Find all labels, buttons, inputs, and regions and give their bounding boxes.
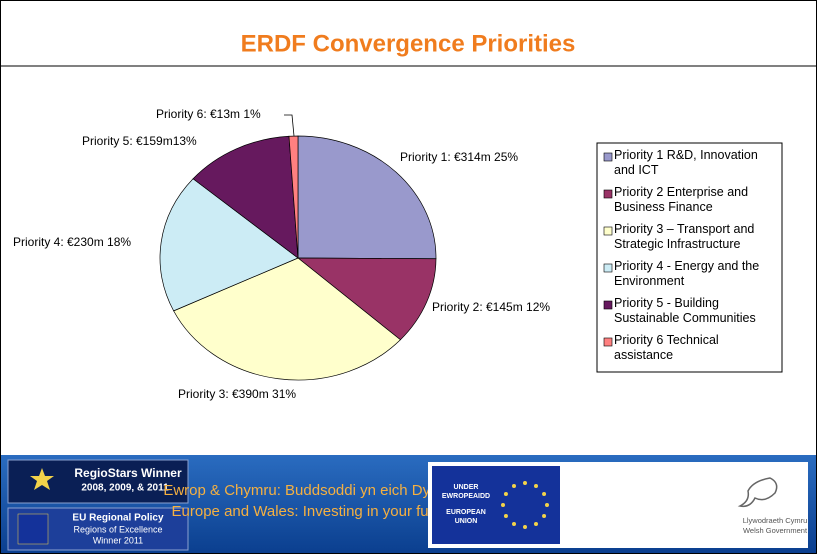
- eu-star: [542, 514, 547, 518]
- slogan-text: Ewrop & Chymru: Buddsoddi yn eich Dyfodo…: [163, 482, 462, 499]
- award1-text: RegioStars Winner: [74, 466, 182, 480]
- legend-swatch: [603, 152, 613, 162]
- slogan-text: Europe and Wales: Investing in your futu…: [172, 503, 455, 520]
- award2-text: Regions of Excellence: [73, 524, 162, 534]
- data-label: Priority 6: €13m 1%: [156, 107, 261, 121]
- award2-text: Winner 2011: [93, 535, 143, 545]
- legend-swatch: [603, 263, 613, 273]
- legend-entry: Priority 1 R&D, Innovation and ICT: [614, 148, 758, 177]
- eu-star: [523, 481, 527, 485]
- pie-slice: [288, 135, 299, 259]
- eu-star: [545, 503, 549, 507]
- legend-swatch: [603, 300, 613, 310]
- chart-title: ERDF Convergence Priorities: [241, 30, 576, 57]
- pie-slice: [297, 135, 437, 260]
- award2-text: EU Regional Policy: [72, 513, 164, 524]
- pie-slice: [192, 135, 299, 259]
- star-icon: [30, 468, 54, 490]
- legend-entry: Priority 6 Technical assistance: [614, 333, 719, 362]
- legend-swatch: [603, 189, 613, 199]
- eu-text: UNION: [455, 518, 478, 525]
- leader-line: [284, 114, 295, 137]
- eu-text: EUROPEAN: [446, 509, 486, 516]
- eu-text: UNDER: [454, 484, 479, 491]
- eu-star: [503, 492, 508, 496]
- eu-star: [501, 503, 505, 507]
- data-label: Priority 4: €230m 18%: [13, 235, 131, 249]
- legend-swatch: [603, 337, 613, 347]
- data-label: Priority 3: €390m 31%: [178, 387, 296, 401]
- legend-label: Priority 3 – Transport and Strategic Inf…: [614, 222, 755, 251]
- dragon-icon: [737, 477, 778, 508]
- pie-slice: [159, 178, 299, 312]
- eu-star: [503, 514, 508, 518]
- eu-star: [512, 483, 516, 488]
- legend-entry: Priority 2 Enterprise and Business Finan…: [614, 185, 749, 214]
- eu-flag: [432, 466, 560, 544]
- eu-star: [542, 492, 547, 496]
- data-label: Priority 2: €145m 12%: [432, 300, 550, 314]
- eu-text: EWROPEAIDD: [442, 493, 490, 500]
- eu-star: [534, 483, 538, 488]
- gov-text: Llywodraeth Cymru: [743, 516, 808, 525]
- eu-star: [512, 522, 516, 527]
- data-label: Priority 5: €159m13%: [82, 134, 197, 148]
- legend-box: [596, 142, 783, 373]
- legend-swatch: [603, 226, 613, 236]
- data-label: Priority 1: €314m 25%: [400, 150, 518, 164]
- pie-slice: [173, 257, 401, 381]
- eu-mini-flag: [17, 513, 49, 545]
- legend-label: Priority 6 Technical assistance: [614, 333, 719, 362]
- legend-label: Priority 1 R&D, Innovation and ICT: [614, 148, 758, 177]
- legend-label: Priority 4 - Energy and the Environment: [614, 259, 760, 288]
- eu-star: [534, 522, 538, 527]
- eu-stars: [501, 481, 549, 529]
- gov-text: Welsh Government: [743, 526, 808, 535]
- pie-slice: [296, 257, 437, 341]
- legend-entry: Priority 3 – Transport and Strategic Inf…: [614, 222, 755, 251]
- eu-star: [523, 525, 527, 529]
- award1-text: 2008, 2009, & 2011: [81, 483, 169, 494]
- legend-entry: Priority 5 - Building Sustainable Commun…: [614, 296, 756, 325]
- legend-entry: Priority 4 - Energy and the Environment: [614, 259, 760, 288]
- legend-label: Priority 5 - Building Sustainable Commun…: [614, 296, 756, 325]
- legend-label: Priority 2 Enterprise and Business Finan…: [614, 185, 749, 214]
